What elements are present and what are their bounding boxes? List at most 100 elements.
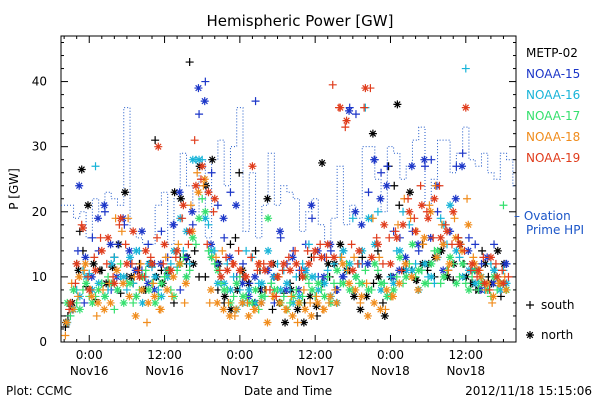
point-noaa-19-south <box>153 233 162 242</box>
point-noaa-15-north <box>370 155 379 164</box>
point-noaa-19-south-glyph <box>146 253 155 262</box>
point-noaa-16-north-glyph <box>471 279 480 288</box>
point-noaa-15-north-glyph <box>420 155 429 164</box>
point-metp-02-north <box>368 129 377 138</box>
point-metp-02-south <box>378 298 387 307</box>
point-noaa-19-north-glyph <box>461 103 470 112</box>
point-noaa-17-south-glyph <box>66 311 75 320</box>
point-noaa-17-south-glyph <box>204 246 213 255</box>
point-noaa-16-south <box>348 214 357 223</box>
point-noaa-19-south-glyph <box>153 233 162 242</box>
point-noaa-19-south <box>65 305 74 314</box>
point-noaa-18-north-glyph <box>206 285 215 294</box>
point-noaa-16-south-glyph <box>91 162 100 171</box>
point-metp-02-south <box>369 279 378 288</box>
point-noaa-17-north-glyph <box>314 279 323 288</box>
point-noaa-17-north-glyph <box>446 253 455 262</box>
point-noaa-19-north-glyph <box>480 279 489 288</box>
point-noaa-19-south-glyph <box>491 259 500 268</box>
point-noaa-19-north <box>386 259 395 268</box>
point-noaa-19-south <box>291 246 300 255</box>
point-noaa-17-south-glyph <box>141 266 150 275</box>
point-noaa-19-north <box>179 201 188 210</box>
legend-item-noaa-16: NOAA-16 <box>526 88 580 102</box>
point-noaa-18-north <box>445 259 454 268</box>
point-noaa-18-north <box>332 298 341 307</box>
point-noaa-19-south-glyph <box>347 240 356 249</box>
point-noaa-19-south <box>265 285 274 294</box>
point-noaa-19-south-glyph <box>265 285 274 294</box>
point-noaa-18-south <box>356 298 365 307</box>
point-noaa-19-south-glyph <box>115 220 124 229</box>
point-noaa-17-north <box>220 285 229 294</box>
point-metp-02-south-glyph <box>395 201 404 210</box>
point-noaa-18-south-glyph <box>350 253 359 262</box>
point-noaa-16-north-glyph <box>264 246 273 255</box>
point-noaa-15-north <box>414 240 423 249</box>
point-metp-02-south-glyph <box>190 246 199 255</box>
point-noaa-19-south <box>190 136 199 145</box>
point-noaa-16-north-glyph <box>320 279 329 288</box>
point-noaa-17-north <box>339 279 348 288</box>
point-noaa-18-south <box>444 266 453 275</box>
point-noaa-18-south <box>425 201 434 210</box>
point-noaa-17-north-glyph <box>377 279 386 288</box>
point-noaa-16-north-glyph <box>201 214 210 223</box>
point-noaa-15-north <box>194 84 203 93</box>
point-noaa-19-south-glyph <box>454 233 463 242</box>
point-noaa-18-north-glyph <box>225 311 234 320</box>
point-noaa-19-north-glyph <box>229 259 238 268</box>
point-noaa-19-north-glyph <box>135 272 144 281</box>
point-noaa-15-north <box>351 207 360 216</box>
legend-marker-south-glyph <box>526 301 534 309</box>
point-noaa-19-south <box>473 272 482 281</box>
point-noaa-15-south-glyph <box>100 207 109 216</box>
point-noaa-18-north-glyph <box>363 311 372 320</box>
point-noaa-18-south-glyph <box>463 194 472 203</box>
point-noaa-19-south <box>215 266 224 275</box>
point-metp-02-north <box>412 276 421 285</box>
point-noaa-17-north <box>452 279 461 288</box>
point-noaa-15-south <box>364 188 373 197</box>
point-noaa-18-north <box>294 298 303 307</box>
point-noaa-17-south <box>210 259 219 268</box>
point-noaa-18-north-glyph <box>439 240 448 249</box>
point-noaa-17-north <box>144 285 153 294</box>
point-noaa-18-north <box>464 220 473 229</box>
point-noaa-17-south <box>110 305 119 314</box>
point-noaa-18-north <box>326 292 335 301</box>
point-noaa-17-north <box>402 272 411 281</box>
point-metp-02-north-glyph <box>220 292 229 301</box>
point-noaa-17-north-glyph <box>427 259 436 268</box>
point-noaa-17-north-glyph <box>452 279 461 288</box>
legend-ovation-line1: – Ovation <box>514 209 571 223</box>
point-noaa-19-north-glyph <box>311 246 320 255</box>
point-noaa-18-north-glyph <box>62 318 71 327</box>
point-noaa-19-south-glyph <box>215 266 224 275</box>
point-noaa-18-north <box>501 285 510 294</box>
point-noaa-15-north <box>458 162 467 171</box>
point-noaa-16-south-glyph <box>461 64 470 73</box>
point-metp-02-north-glyph <box>108 263 117 272</box>
point-metp-02-south-glyph <box>378 298 387 307</box>
point-noaa-17-south <box>141 266 150 275</box>
point-noaa-19-north-glyph <box>191 181 200 190</box>
point-noaa-18-south-glyph <box>488 298 497 307</box>
point-noaa-17-north <box>414 266 423 275</box>
point-noaa-17-south-glyph <box>210 259 219 268</box>
point-noaa-19-north-glyph <box>223 266 232 275</box>
point-noaa-17-north <box>182 272 191 281</box>
point-noaa-18-north-glyph <box>301 305 310 314</box>
point-noaa-19-north-glyph <box>78 224 87 233</box>
point-noaa-16-north <box>264 246 273 255</box>
point-noaa-16-south <box>436 214 445 223</box>
point-noaa-17-north-glyph <box>144 285 153 294</box>
point-noaa-19-south <box>222 253 231 262</box>
point-noaa-18-north <box>81 259 90 268</box>
point-noaa-15-north-glyph <box>106 240 115 249</box>
point-noaa-18-north-glyph <box>326 292 335 301</box>
point-noaa-18-south <box>331 285 340 294</box>
point-noaa-19-north <box>85 285 94 294</box>
point-noaa-17-south <box>267 279 276 288</box>
